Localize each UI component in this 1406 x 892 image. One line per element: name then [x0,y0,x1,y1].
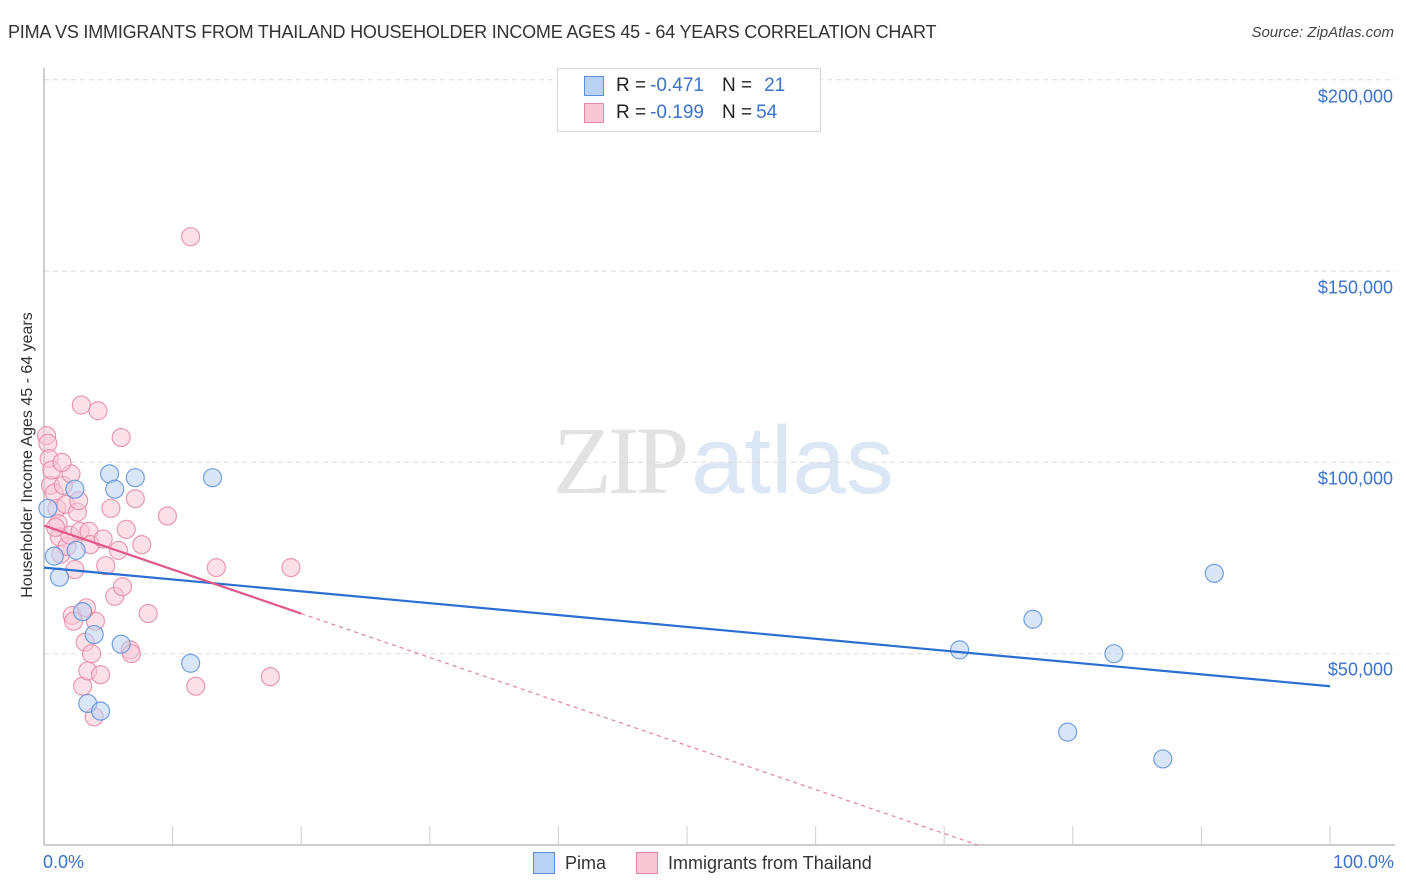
legend-item-pima[interactable]: Pima [533,852,606,874]
legend-item-thailand[interactable]: Immigrants from Thailand [636,852,872,874]
n-label: N = [721,75,753,96]
thailand-swatch [636,852,659,874]
n-value: 21 [764,75,786,96]
n-value: 54 [756,102,778,123]
r-value: -0.471 [650,75,704,96]
watermark-atlas: atlas [691,407,894,514]
legend-row-thailand: R = -0.199 N = 54 [584,101,777,125]
source-credit: Source: ZipAtlas.com [1251,24,1394,41]
x-tick-100: 100.0% [1332,852,1394,872]
r-label: R = [616,75,647,96]
thailand-swatch [584,103,604,123]
axes [43,68,1395,846]
pima-points [38,464,1224,769]
r-value: -0.199 [650,102,704,123]
y-tick-50k: $50,000 [1327,659,1393,680]
y-axis-label: Householder Income Ages 45 - 64 years [19,312,36,598]
watermark: ZIPatlas [553,405,894,516]
r-label: R = [616,102,647,123]
n-label: N = [721,102,753,123]
series-legend: Pima Immigrants from Thailand [533,852,902,874]
y-tick-100k: $100,000 [1317,468,1393,489]
chart-title: PIMA VS IMMIGRANTS FROM THAILAND HOUSEHO… [8,22,937,42]
legend-label: Pima [565,852,607,873]
pima-swatch [533,852,555,874]
legend-label: Immigrants from Thailand [668,852,872,873]
gridlines [44,79,1395,655]
thailand-points [36,227,301,727]
y-tick-150k: $150,000 [1317,277,1393,298]
legend-row-pima: R = -0.471 N = 21 [584,74,785,98]
x-tick-0: 0.0% [43,852,85,872]
watermark-zip: ZIP [553,407,689,514]
pima-swatch [584,76,604,96]
trend-lines [43,524,1331,846]
correlation-legend: R = -0.471 N = 21 R = -0.199 N = 54 [557,68,821,132]
y-tick-200k: $200,000 [1317,86,1393,107]
